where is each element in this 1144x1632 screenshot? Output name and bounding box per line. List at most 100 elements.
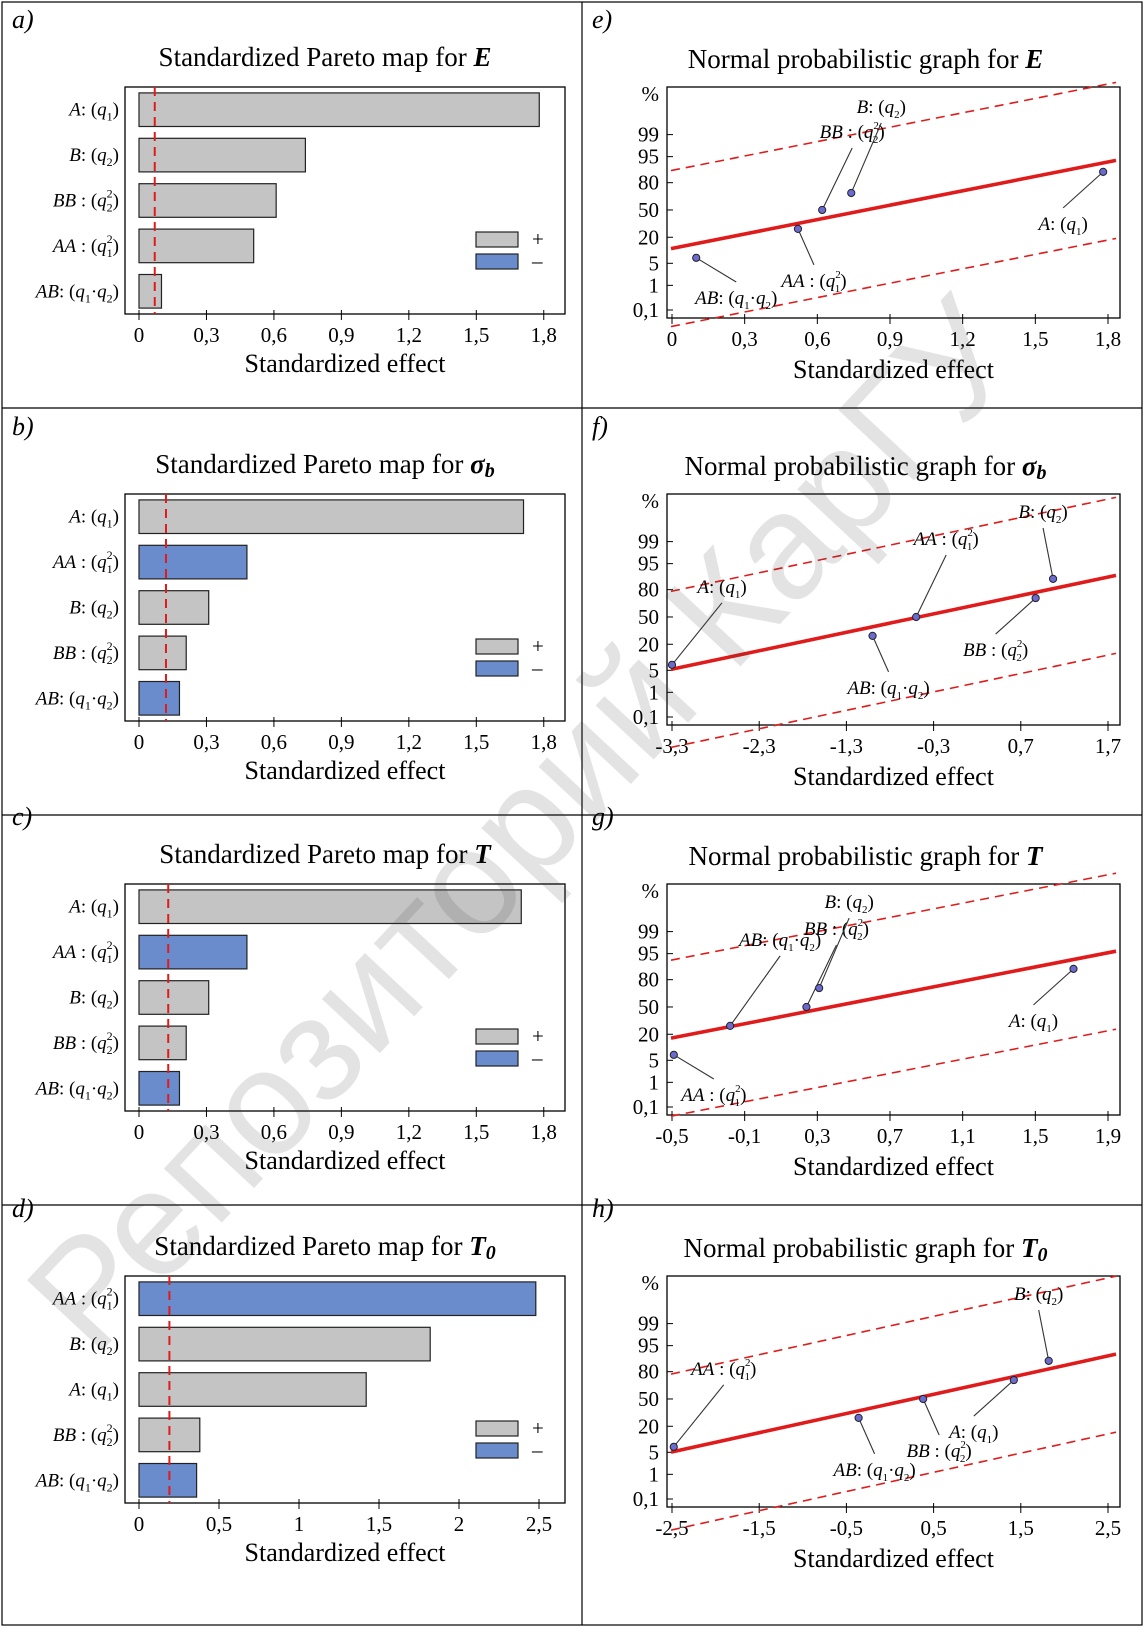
category-label: AA : (q2 1): [51, 548, 119, 576]
point-label: B: (q2): [857, 97, 906, 121]
x-tick-label: 0,5: [920, 1516, 946, 1540]
effect-point: [669, 1050, 678, 1059]
x-axis-label: Standardized effect: [245, 1538, 447, 1567]
x-tick-label: 0,9: [328, 730, 354, 754]
x-axis-label: Standardized effect: [245, 349, 447, 378]
y-tick-label: 20: [638, 225, 659, 249]
effect-point: [802, 1002, 811, 1012]
x-tick-label: 0: [134, 730, 145, 754]
legend-minus: –: [531, 656, 543, 680]
y-tick-label: 95: [638, 1334, 659, 1358]
x-axis-label: Standardized effect: [245, 1146, 447, 1175]
upper-confidence-line: [670, 1275, 1117, 1375]
point-label: AA : (q2 1): [689, 1357, 756, 1383]
x-axis-label: Standardized effect: [793, 355, 995, 384]
effect-point: [793, 224, 803, 233]
panel-letter: d): [12, 1194, 34, 1223]
x-tick-label: 1,2: [396, 1120, 422, 1144]
effect-bar: [138, 1372, 367, 1407]
point-leader-line: [915, 554, 947, 618]
x-tick-label: 1,8: [531, 323, 557, 347]
lower-confidence-line: [670, 1028, 1117, 1117]
category-label: BB : (q2 2): [53, 639, 119, 667]
x-tick-label: -0,1: [728, 1124, 761, 1148]
x-tick-label: 0: [134, 323, 145, 347]
lower-confidence-line: [670, 652, 1117, 749]
effect-point: [692, 253, 701, 262]
legend-plus: +: [532, 227, 544, 251]
normal-prob-chart-f: f) Normal probabilistic graph for σb% 9995…: [592, 412, 1121, 791]
y-tick-label: 0,1: [633, 1487, 659, 1511]
point-leader-line: [805, 944, 837, 1008]
y-tick-label: 95: [638, 552, 659, 576]
x-tick-label: 0,6: [804, 327, 830, 351]
category-label: BB : (q2 2): [53, 1029, 119, 1057]
chart-title: Standardized Pareto map for T: [159, 839, 492, 869]
category-label: AA : (q2 1): [51, 938, 119, 966]
fit-line: [670, 158, 1117, 251]
point-label: A: (q1): [947, 1422, 998, 1446]
point-label: B: (q2): [1018, 502, 1067, 526]
effect-bar: [138, 183, 277, 218]
panel-letter: c): [12, 802, 32, 831]
panel-letter: a): [12, 5, 34, 34]
effect-bar: [138, 1281, 537, 1317]
legend-swatch-negative: [475, 253, 519, 270]
point-leader-line: [1033, 968, 1074, 1006]
x-tick-label: 0,9: [328, 323, 354, 347]
y-tick-label: 5: [649, 1048, 660, 1072]
y-tick-label: 99: [638, 530, 659, 554]
y-tick-label: 1: [649, 273, 660, 297]
effect-point: [854, 1413, 863, 1422]
effect-bar: [138, 499, 525, 535]
upper-confidence-line: [670, 81, 1117, 172]
y-tick-label: 99: [638, 123, 659, 147]
x-tick-label: 2: [454, 1512, 465, 1536]
category-label: A: (q1): [67, 100, 119, 124]
effect-point: [919, 1394, 928, 1404]
legend-plus: +: [532, 634, 544, 658]
category-label: AA : (q2 1): [51, 1285, 119, 1313]
point-label: A: (q1): [1007, 1011, 1058, 1035]
y-tick-label: 0,1: [633, 705, 659, 729]
chart-title: Standardized Pareto map for T0: [154, 1231, 495, 1264]
x-axis-label: Standardized effect: [245, 756, 447, 785]
legend-swatch-positive: [475, 1420, 519, 1437]
y-axis-unit: %: [642, 1271, 660, 1295]
category-label: B: (q2): [69, 598, 119, 622]
category-label: BB : (q2 2): [53, 187, 119, 215]
x-tick-label: -1,3: [830, 734, 863, 758]
point-label: BB : (q2 2): [907, 1439, 972, 1465]
x-tick-label: 1,1: [950, 1124, 976, 1148]
effect-point: [912, 612, 921, 622]
effect-bar: [138, 1326, 431, 1362]
y-tick-label: 99: [638, 1312, 659, 1336]
x-tick-label: 0,6: [261, 323, 287, 347]
effect-bar: [138, 680, 181, 716]
point-leader-line: [973, 1379, 1015, 1417]
y-tick-label: 20: [638, 632, 659, 656]
legend-minus: –: [531, 1438, 543, 1462]
point-leader-line: [922, 1398, 940, 1436]
watermark: Репозиторий КарГУ: [0, 266, 1050, 1381]
x-tick-label: -3,3: [655, 734, 688, 758]
pareto-chart-d: d) Standardized Pareto map for T0 AA : (q2…: [12, 1194, 566, 1567]
effect-bar: [138, 92, 540, 128]
effect-point: [847, 188, 856, 198]
y-tick-label: 80: [638, 968, 659, 992]
point-leader-line: [850, 122, 882, 194]
effect-bar: [138, 980, 210, 1015]
effect-bar: [138, 934, 248, 970]
x-tick-label: 1,7: [1095, 734, 1121, 758]
x-tick-label: 0: [134, 1512, 145, 1536]
point-label: BB : (q2 2): [963, 638, 1028, 664]
plot-frame: [666, 883, 1121, 1116]
legend-plus: +: [532, 1416, 544, 1440]
x-tick-label: -1,5: [743, 1516, 776, 1540]
effect-point: [868, 631, 877, 640]
x-tick-label: 1,5: [366, 1512, 392, 1536]
x-tick-label: 1,5: [463, 1120, 489, 1144]
effect-bar: [138, 228, 255, 264]
pareto-chart-b: b) Standardized Pareto map for σb A: (q1) A…: [12, 412, 566, 785]
x-tick-label: 1,5: [1022, 327, 1048, 351]
